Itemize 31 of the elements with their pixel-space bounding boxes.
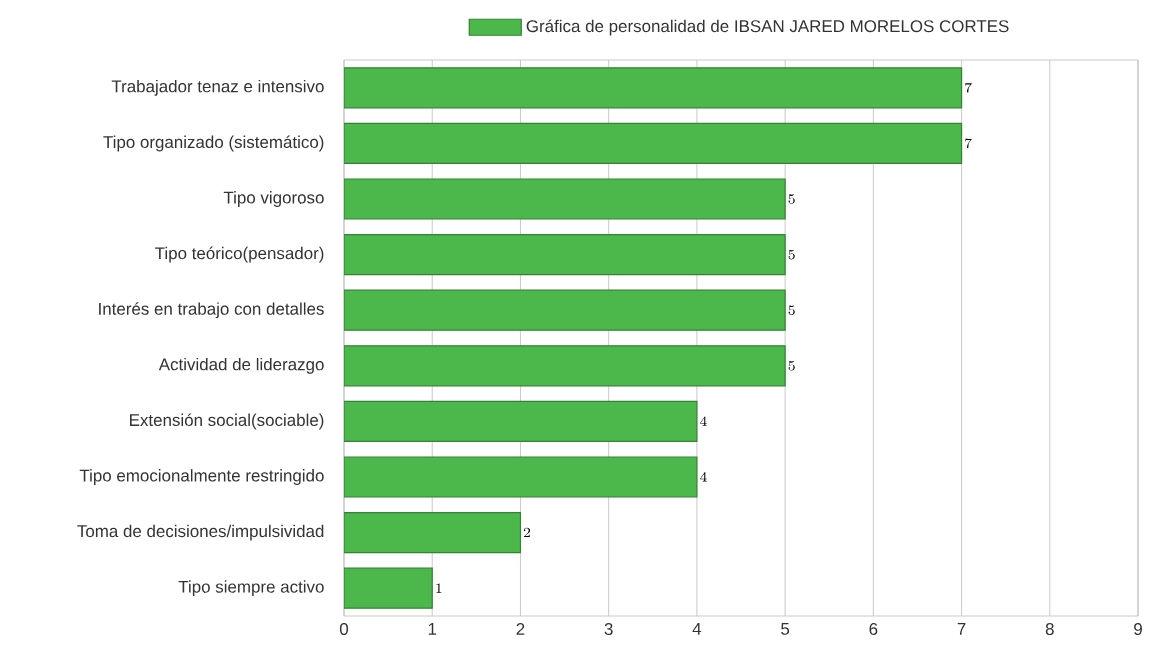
x-tick-label: 2 bbox=[516, 623, 525, 635]
legend-label: Gráfica de personalidad de IBSAN JARED MORELOS CORTES bbox=[526, 19, 1009, 36]
y-tick-label: Tipo organizado (sistemático) bbox=[103, 135, 324, 152]
y-tick-label: Actividad de liderazgo bbox=[158, 357, 324, 374]
x-tick-label: 4 bbox=[692, 623, 702, 635]
bar bbox=[344, 567, 433, 609]
y-tick-label: Tipo vigoroso bbox=[223, 191, 324, 207]
x-tick-label: 0 bbox=[339, 623, 349, 636]
bar bbox=[344, 122, 963, 165]
y-tick-label: Interés en trabajo con detalles bbox=[99, 302, 324, 319]
y-tick-label: Tipo emocionalmente restringido bbox=[79, 469, 324, 485]
bar bbox=[344, 345, 786, 387]
y-tick-label: Extensión social(sociable) bbox=[130, 413, 324, 430]
y-tick-label: Toma de decisiones/impulsividad bbox=[77, 524, 324, 541]
x-tick-label: 7 bbox=[957, 623, 966, 635]
x-tick-label: 9 bbox=[1134, 623, 1142, 636]
bar bbox=[344, 456, 698, 498]
x-tick-label: 1 bbox=[428, 623, 437, 635]
x-tick-label: 3 bbox=[604, 623, 613, 636]
y-tick-label: Tipo siempre activo bbox=[178, 580, 324, 597]
x-tick-label: 6 bbox=[869, 623, 878, 636]
bar bbox=[344, 67, 963, 109]
bar bbox=[344, 234, 786, 276]
bar bbox=[344, 289, 786, 331]
y-tick-label: Tipo teórico(pensador) bbox=[155, 246, 324, 263]
x-tick-label: 8 bbox=[1045, 623, 1054, 636]
bar bbox=[344, 512, 522, 554]
bar bbox=[344, 400, 698, 443]
y-tick-label: Trabajador tenaz e intensivo bbox=[111, 79, 324, 96]
bar bbox=[344, 178, 786, 220]
x-tick-label: 5 bbox=[781, 623, 790, 635]
